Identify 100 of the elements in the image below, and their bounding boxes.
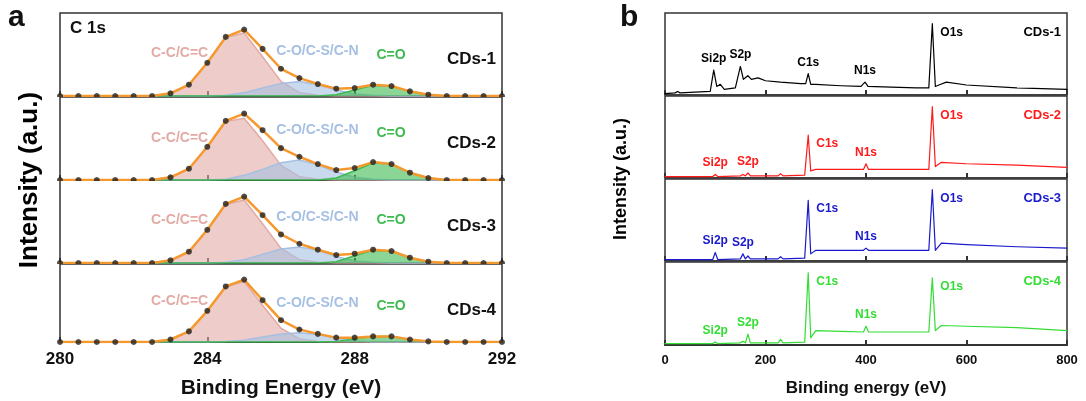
annotation: O1s (940, 278, 964, 293)
chart-title: b (620, 0, 639, 32)
point (425, 174, 432, 181)
y-axis-title: Intensity (a.u.) (609, 117, 631, 241)
series-label: C-O/C-S/C-N (276, 42, 359, 59)
annotation: Si2p (702, 233, 728, 248)
chart-title: a (8, 0, 25, 32)
point (333, 252, 340, 259)
annotation: S2p (731, 234, 754, 249)
point (370, 332, 377, 339)
series-label: C-O/C-S/C-N (276, 208, 359, 225)
x-tick-label: 288 (340, 348, 369, 368)
annotation: N1s (854, 229, 878, 244)
point (351, 164, 358, 171)
annotation: S2p (736, 154, 759, 169)
point (462, 176, 469, 181)
point (185, 327, 192, 334)
point (222, 117, 229, 124)
point (167, 336, 174, 342)
point (185, 81, 192, 88)
point (425, 258, 432, 264)
point (406, 88, 413, 95)
annotation: C1s (816, 201, 839, 216)
point (259, 212, 266, 219)
point (278, 144, 284, 151)
point (388, 248, 395, 255)
annotation: CDs-2 (446, 132, 496, 152)
point (333, 166, 340, 173)
point (222, 33, 229, 40)
annotation: N1s (853, 63, 877, 78)
annotation: Si2p (702, 323, 728, 338)
point (204, 59, 211, 66)
point (241, 26, 248, 33)
point (462, 338, 469, 345)
point (314, 81, 321, 88)
point (149, 176, 156, 181)
x-tick-label: 800 (1056, 352, 1078, 367)
annotation: O1s (940, 107, 964, 122)
point (241, 276, 248, 283)
point (204, 307, 211, 314)
series-label: C-C/C=C (150, 291, 209, 308)
point (241, 110, 248, 117)
point (259, 296, 266, 303)
annotation: N1s (854, 144, 878, 159)
point (75, 338, 82, 345)
point (296, 240, 303, 247)
point (406, 336, 413, 342)
x-tick-label: 284 (193, 348, 223, 368)
point (425, 91, 432, 97)
point (93, 338, 100, 345)
point (204, 143, 211, 150)
x-tick-label: 200 (754, 352, 777, 367)
point (370, 246, 377, 253)
point (185, 248, 192, 255)
point (425, 337, 432, 344)
point (406, 169, 413, 176)
series-label: C-C/C=C (150, 210, 209, 227)
point (333, 334, 340, 341)
point (406, 254, 413, 261)
x-tick-label: 400 (855, 352, 877, 367)
annotation: O1s (940, 190, 964, 205)
point (314, 330, 321, 337)
point (149, 338, 156, 345)
point (480, 338, 487, 345)
y-axis-title: Intensity (a.u.) (12, 91, 44, 269)
point (314, 160, 321, 167)
series-label: C-C/C=C (150, 43, 209, 60)
point (204, 226, 211, 233)
point (370, 158, 377, 165)
point (351, 85, 358, 92)
point (259, 126, 266, 133)
point (185, 165, 192, 172)
series-label: C=O (376, 123, 406, 140)
annotation: C 1s (70, 18, 106, 37)
series-label: C=O (376, 211, 406, 228)
x-axis-title: Binding energy (eV) (785, 378, 947, 397)
annotation: CDs-3 (1023, 189, 1061, 205)
point (130, 176, 137, 181)
point (278, 316, 284, 323)
annotation: C1s (816, 136, 839, 151)
x-axis-title: Binding Energy (eV) (180, 374, 382, 398)
point (443, 338, 450, 345)
point (259, 45, 266, 52)
annotation: S2p (736, 315, 759, 330)
point (241, 193, 248, 200)
annotation: S2p (729, 47, 752, 62)
x-tick-label: 0 (661, 352, 669, 367)
x-tick-label: 600 (955, 352, 978, 367)
annotation: CDs-4 (1023, 272, 1062, 288)
series-label: C-O/C-S/C-N (276, 293, 359, 310)
annotation: N1s (854, 307, 878, 322)
point (130, 338, 137, 345)
point (333, 85, 340, 92)
point (443, 176, 450, 181)
annotation: CDs-4 (446, 299, 497, 319)
point (75, 176, 82, 181)
point (278, 231, 284, 238)
annotation: C1s (797, 54, 820, 69)
annotation: Si2p (702, 155, 728, 170)
annotation: CDs-2 (1023, 106, 1061, 122)
